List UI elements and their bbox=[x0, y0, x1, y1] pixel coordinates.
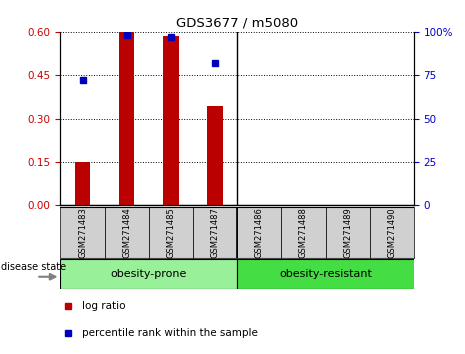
Text: obesity-resistant: obesity-resistant bbox=[279, 269, 372, 279]
Text: GSM271489: GSM271489 bbox=[343, 207, 352, 258]
Bar bbox=[163, 36, 179, 205]
Text: GSM271485: GSM271485 bbox=[166, 207, 175, 258]
Bar bbox=[193, 207, 237, 258]
Bar bbox=[370, 207, 414, 258]
Bar bbox=[119, 32, 134, 205]
Bar bbox=[60, 259, 237, 289]
Bar bbox=[207, 105, 223, 205]
Text: disease state: disease state bbox=[1, 262, 66, 272]
Bar bbox=[281, 207, 326, 258]
Title: GDS3677 / m5080: GDS3677 / m5080 bbox=[176, 16, 298, 29]
Text: GSM271486: GSM271486 bbox=[255, 207, 264, 258]
Bar bbox=[105, 207, 149, 258]
Bar bbox=[237, 207, 281, 258]
Text: GSM271490: GSM271490 bbox=[387, 207, 396, 258]
Bar bbox=[75, 162, 90, 205]
Text: GSM271483: GSM271483 bbox=[78, 207, 87, 258]
Text: GSM271487: GSM271487 bbox=[211, 207, 219, 258]
Text: percentile rank within the sample: percentile rank within the sample bbox=[82, 328, 258, 338]
Bar bbox=[237, 259, 436, 289]
Text: obesity-prone: obesity-prone bbox=[111, 269, 187, 279]
Bar bbox=[60, 207, 105, 258]
Bar bbox=[149, 207, 193, 258]
Text: log ratio: log ratio bbox=[82, 301, 125, 311]
Text: GSM271484: GSM271484 bbox=[122, 207, 131, 258]
Bar bbox=[326, 207, 370, 258]
Text: GSM271488: GSM271488 bbox=[299, 207, 308, 258]
